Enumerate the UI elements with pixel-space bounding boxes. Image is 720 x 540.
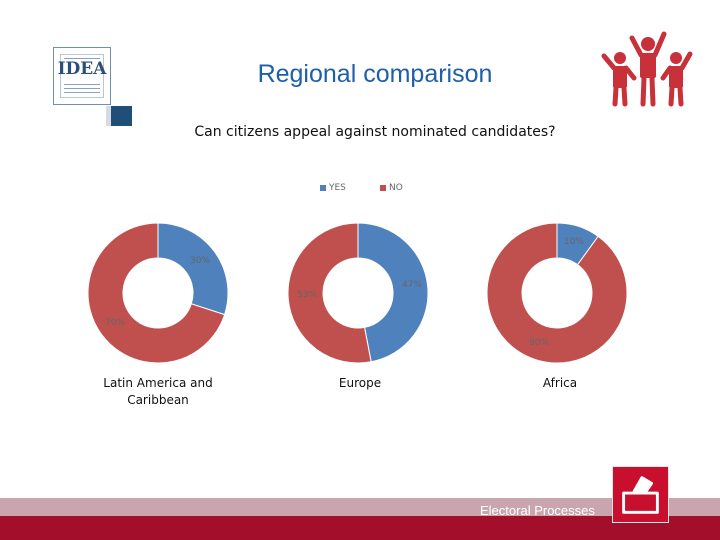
legend-swatch-yes: [320, 184, 326, 191]
donut-slice-yes: [357, 222, 429, 363]
data-label-no: 53%: [297, 290, 317, 300]
footer-title: Electoral Processes: [480, 503, 595, 518]
data-label-no: 90%: [529, 338, 549, 348]
accent-square-light: [106, 106, 111, 126]
legend-item-no: NO: [380, 183, 403, 193]
data-label-yes: 30%: [190, 256, 210, 266]
idea-logo: IDEA: [53, 47, 111, 105]
logo-rule: [64, 84, 100, 85]
legend-swatch-no: [380, 184, 386, 191]
legend-label-no: NO: [389, 183, 403, 193]
logo-frame: [60, 54, 104, 98]
footer-band-light: [0, 498, 720, 516]
legend-label-yes: YES: [329, 183, 346, 193]
logo-rule: [64, 88, 100, 89]
donut-slice-no: [287, 222, 372, 364]
logo-rule: [64, 92, 100, 93]
logo-text: IDEA: [57, 59, 107, 79]
category-label-europe: Europe: [338, 376, 382, 390]
page-title: Regional comparison: [257, 60, 493, 88]
chart-question: Can citizens appeal against nominated ca…: [194, 124, 556, 140]
data-label-no: 70%: [105, 318, 125, 328]
legend-item-yes: YES: [320, 183, 346, 193]
people-raising-hands-icon: [601, 31, 693, 107]
accent-square-dark: [111, 106, 132, 126]
category-label-africa: Africa: [542, 376, 578, 390]
data-label-yes: 10%: [564, 237, 584, 247]
ballot-box-icon: [612, 466, 669, 523]
category-label-latin-america: Latin America and Caribbean: [103, 376, 213, 407]
logo-rule: [64, 58, 100, 59]
donut-slice-no: [87, 222, 226, 364]
donut-slice-no: [486, 222, 628, 364]
data-label-yes: 47%: [402, 280, 422, 290]
donut-slice-yes: [157, 222, 229, 316]
footer-band: [0, 516, 720, 540]
